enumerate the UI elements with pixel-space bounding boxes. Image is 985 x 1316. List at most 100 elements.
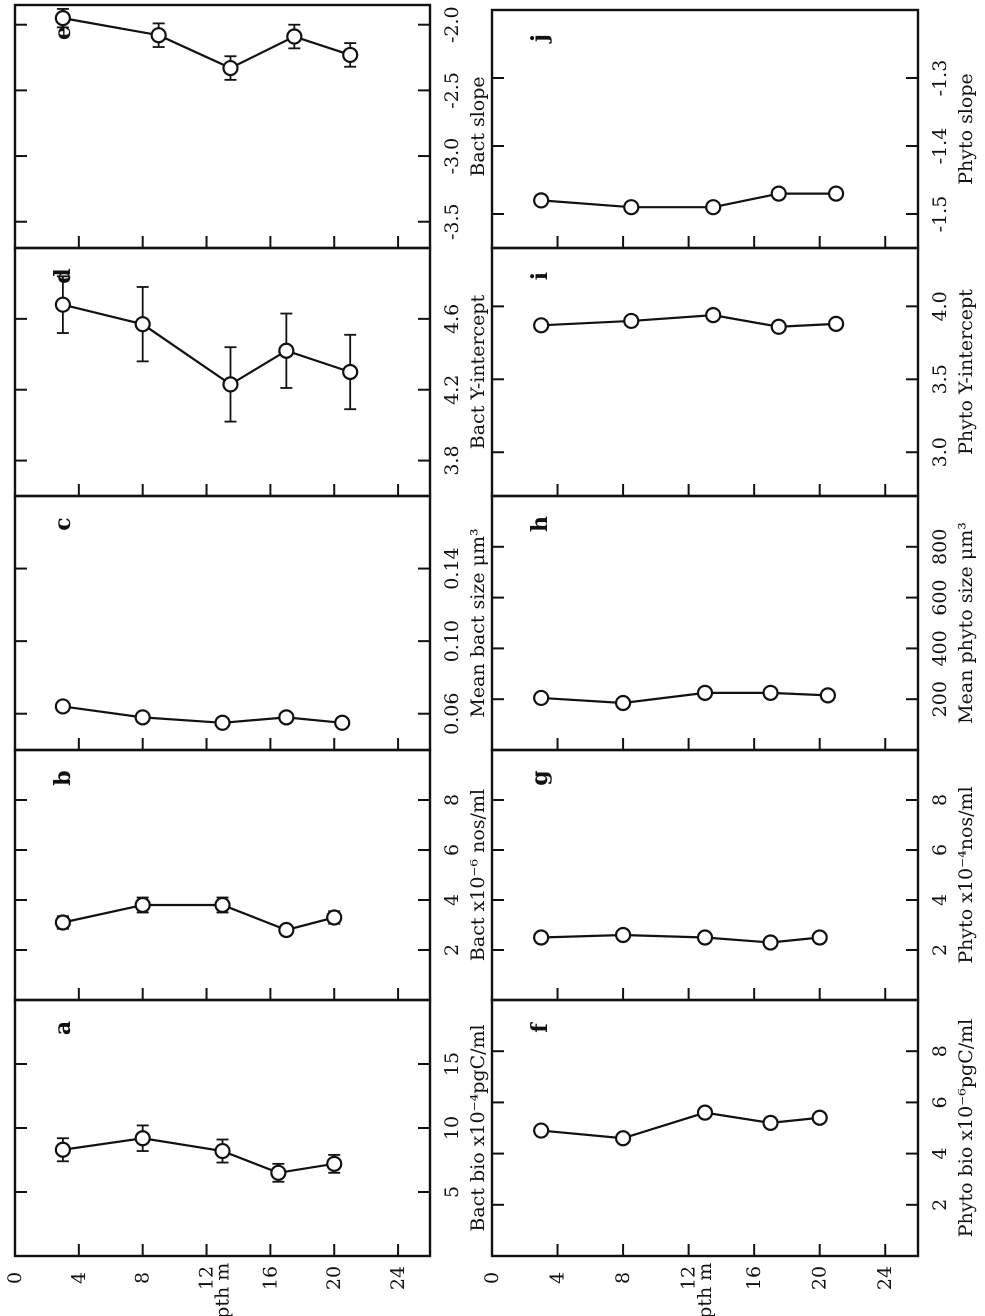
value-tick-label: 800 <box>929 529 951 565</box>
value-tick-label: -3.5 <box>441 203 463 240</box>
panel-letter: c <box>50 517 76 530</box>
data-point <box>614 926 632 944</box>
data-point <box>762 934 779 951</box>
data-point <box>342 363 359 381</box>
depth-tick-label: 4 <box>68 1272 90 1284</box>
data-point <box>614 694 632 712</box>
value-axis-label: Bact Y-intercept <box>467 294 489 449</box>
value-axis-label: Phyto x10⁻⁴nos/ml <box>955 786 977 963</box>
data-point <box>770 185 787 202</box>
value-tick-label: -1.4 <box>929 128 951 165</box>
panel-frame <box>490 748 920 1002</box>
value-axis-label: Bact x10⁻⁶ nos/ml <box>467 789 489 961</box>
depth-tick-label: 8 <box>132 1272 154 1284</box>
data-point <box>623 312 640 330</box>
value-tick-label: 6 <box>929 1096 951 1108</box>
data-point <box>326 1155 343 1172</box>
data-point <box>134 896 151 914</box>
panel-frame <box>490 8 920 250</box>
value-tick-label: -1.3 <box>929 60 951 97</box>
data-point <box>214 1142 231 1160</box>
value-tick-label: 600 <box>929 579 951 615</box>
value-tick-label: 2 <box>441 944 463 956</box>
value-tick-label: 3.5 <box>929 364 951 394</box>
panel-c: 0.06 0.10 0.14 Mean bact size μm³ c <box>13 494 489 752</box>
data-point <box>134 1130 151 1147</box>
depth-axis-label: Depth m <box>694 1263 716 1316</box>
value-axis-label: Phyto Y-intercept <box>955 289 977 455</box>
data-point <box>286 28 303 45</box>
data-point <box>705 199 722 216</box>
panel-frame <box>13 748 432 1002</box>
data-point <box>278 709 295 726</box>
data-point <box>150 27 167 44</box>
data-point <box>326 909 343 926</box>
panel-g: 2 4 6 8 Phyto x10⁻⁴nos/ml g <box>490 748 977 1002</box>
value-tick-label: 0.06 <box>441 693 463 735</box>
value-tick-label: 2 <box>929 1199 951 1211</box>
data-point <box>54 10 71 27</box>
value-tick-label: 3.8 <box>441 445 463 475</box>
data-point <box>533 929 550 946</box>
panel-letter: i <box>527 272 553 280</box>
panel-frame <box>13 494 432 752</box>
data-point <box>134 709 151 726</box>
panel-letter: e <box>50 26 76 40</box>
value-axis-label: Phyto slope <box>955 73 977 185</box>
value-tick-label: 6 <box>441 844 463 856</box>
depth-tick-label: 4 <box>547 1272 569 1284</box>
data-point <box>696 929 714 946</box>
depth-axis-label: Depth m <box>212 1263 234 1316</box>
data-point <box>533 192 550 209</box>
data-point <box>811 1109 828 1126</box>
data-point <box>214 896 231 914</box>
value-tick-label: 3.0 <box>929 437 951 467</box>
data-point <box>533 1122 550 1139</box>
panel-frame <box>490 998 920 1258</box>
value-tick-label: -2.0 <box>441 6 463 43</box>
data-point <box>342 46 359 64</box>
panel-frame <box>13 3 432 250</box>
value-axis-label: Bact slope <box>467 76 489 176</box>
data-point <box>54 698 71 715</box>
series-line <box>62 303 351 386</box>
value-tick-label: 15 <box>441 1052 463 1076</box>
data-point <box>696 684 714 701</box>
data-point <box>54 296 71 313</box>
value-tick-label: 4 <box>441 894 463 906</box>
panel-frame <box>13 998 432 1258</box>
value-tick-label: 400 <box>929 630 951 666</box>
data-point <box>222 376 239 393</box>
value-tick-label: 8 <box>441 794 463 806</box>
value-tick-label: -3.0 <box>441 138 463 175</box>
data-point <box>762 1114 779 1131</box>
data-point <box>134 316 151 333</box>
depth-tick-label: 24 <box>874 1266 896 1290</box>
depth-tick-label: 16 <box>743 1266 765 1290</box>
data-point <box>811 929 828 946</box>
panel-letter: f <box>527 1022 553 1033</box>
data-point <box>533 317 550 334</box>
value-axis-label: Phyto bio x10⁻⁶pgC/ml <box>955 1019 977 1237</box>
value-tick-label: 4.0 <box>929 291 951 321</box>
data-point <box>827 185 845 202</box>
value-tick-label: 4.2 <box>441 375 463 405</box>
data-point <box>762 684 779 701</box>
data-point <box>334 714 351 731</box>
depth-tick-label: 20 <box>323 1266 345 1290</box>
depth-tick-label: 8 <box>612 1272 634 1284</box>
panel-frame <box>490 494 920 752</box>
value-tick-label: 4 <box>929 1148 951 1160</box>
data-point <box>770 318 787 335</box>
value-tick-label: -1.5 <box>929 196 951 233</box>
value-tick-label: 0.10 <box>441 620 463 662</box>
value-tick-label: 8 <box>929 794 951 806</box>
data-point <box>623 199 640 216</box>
value-tick-label: -2.5 <box>441 72 463 109</box>
panel-frame <box>13 246 432 498</box>
data-point <box>278 921 295 939</box>
data-point <box>819 687 836 704</box>
depth-tick-label: 0 <box>481 1272 503 1284</box>
data-point <box>278 342 295 359</box>
